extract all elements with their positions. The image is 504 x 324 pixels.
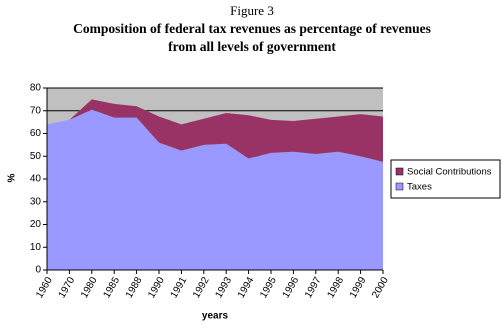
chart-title: from all levels of government [168, 39, 336, 54]
x-tick-label: 1970 [57, 275, 78, 300]
x-tick-label: 1960 [34, 275, 55, 300]
x-tick-label: 1985 [101, 275, 122, 300]
x-tick-label: 2000 [370, 275, 391, 300]
legend-label: Taxes [407, 182, 432, 193]
x-tick-label: 1988 [124, 275, 145, 300]
x-tick-label: 1997 [303, 275, 324, 300]
area [47, 109, 383, 270]
x-axis-label: years [202, 311, 229, 322]
chart-title: Composition of federal tax revenues as p… [73, 21, 431, 36]
x-tick-label: 1998 [325, 275, 346, 300]
legend-label: Social Contributions [407, 167, 492, 178]
x-tick-label: 1980 [79, 275, 100, 300]
x-tick-label: 1992 [191, 275, 212, 300]
y-tick-label: 20 [30, 219, 42, 230]
x-tick-label: 1995 [258, 275, 279, 300]
x-tick-label: 1990 [146, 275, 167, 300]
legend-swatch [395, 167, 404, 176]
y-tick-label: 70 [30, 105, 42, 116]
y-axis-label: % [7, 173, 18, 182]
y-tick-label: 80 [30, 83, 42, 94]
y-tick-label: 30 [30, 196, 42, 207]
figure-label: Figure 3 [230, 3, 274, 18]
x-tick-label: 1991 [169, 275, 190, 300]
y-tick-label: 0 [35, 265, 41, 276]
legend [390, 159, 501, 199]
area [47, 99, 383, 162]
y-tick-label: 10 [30, 242, 42, 253]
x-tick-label: 1996 [281, 275, 302, 300]
y-tick-label: 40 [30, 174, 42, 185]
y-tick-label: 60 [30, 128, 42, 139]
x-tick-label: 1994 [236, 275, 257, 300]
x-tick-label: 1999 [348, 275, 369, 300]
legend-swatch [395, 182, 404, 191]
x-tick-label: 1993 [213, 275, 234, 300]
y-tick-label: 50 [30, 151, 42, 162]
